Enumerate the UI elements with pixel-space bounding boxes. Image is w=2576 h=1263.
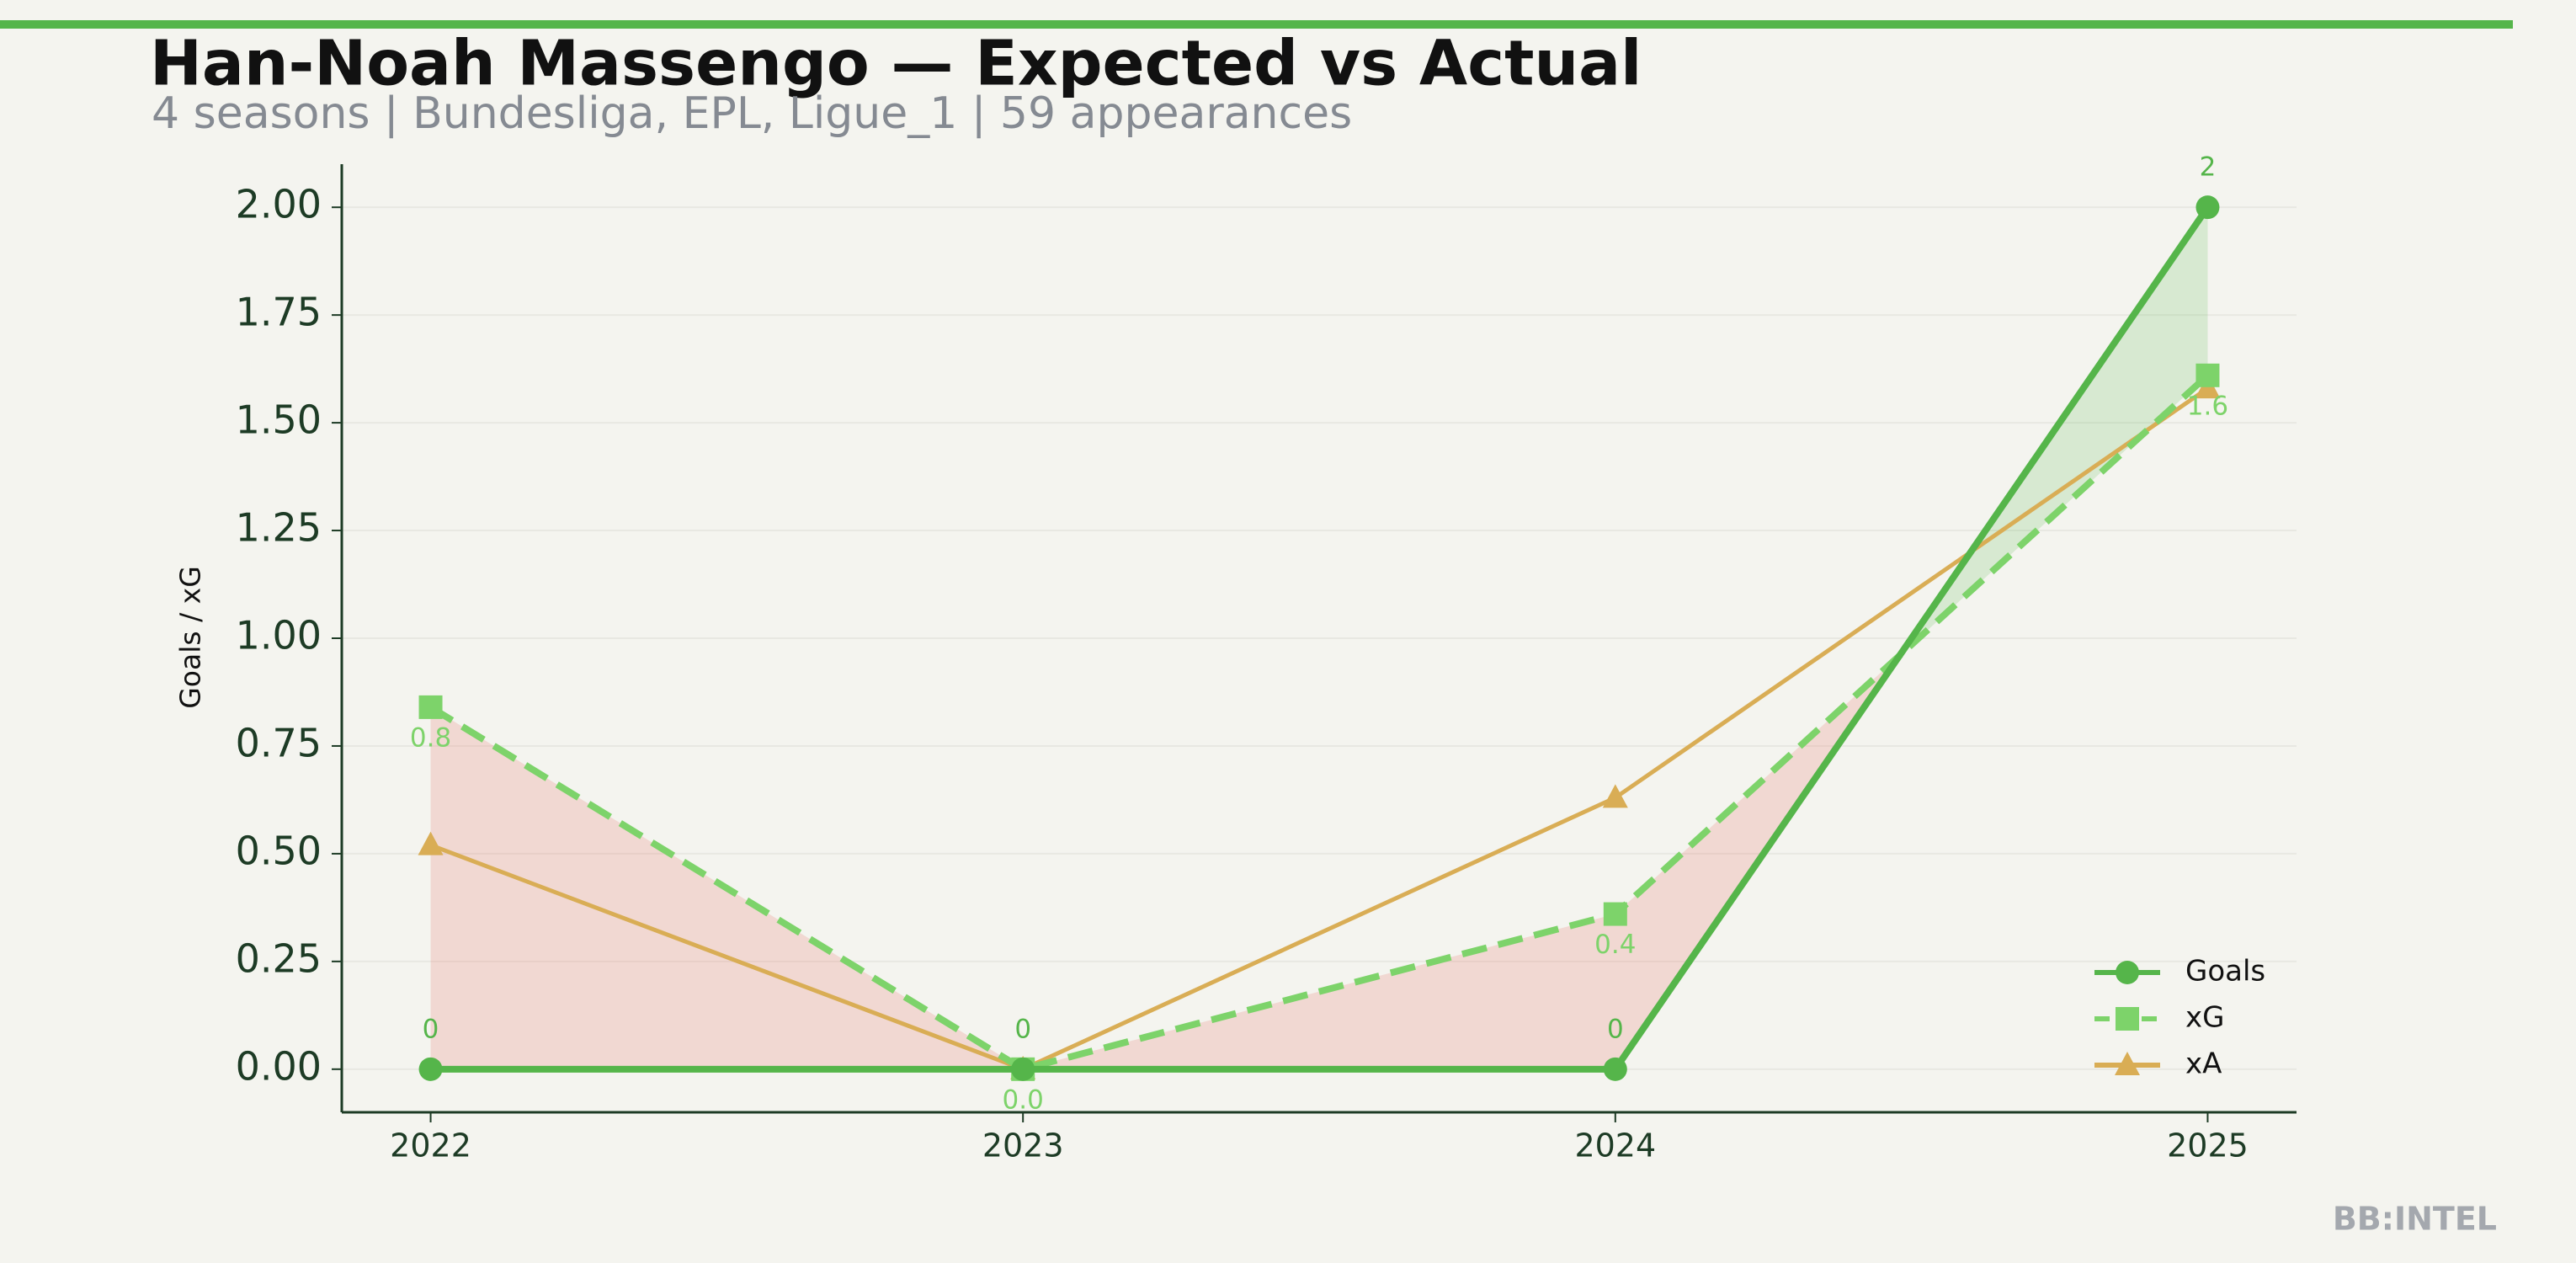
point: [2116, 1007, 2139, 1031]
point: [418, 695, 443, 719]
y-tick-label: 1.50: [236, 397, 322, 443]
point: [2195, 195, 2220, 220]
y-tick-label: 1.75: [236, 290, 322, 335]
value-label: 0: [1607, 1014, 1624, 1044]
point: [2195, 363, 2220, 387]
value-label: 2: [2200, 152, 2217, 183]
value-label: 1.6: [2187, 391, 2228, 421]
legend-label: Goals: [2185, 955, 2265, 989]
point: [2115, 1052, 2140, 1075]
point: [1603, 902, 1627, 926]
series-line: [430, 205, 2211, 1073]
x-tick-label: 2025: [2167, 1127, 2249, 1164]
x-tick-label: 2022: [390, 1127, 471, 1164]
value-label: 0: [423, 1014, 439, 1044]
point: [418, 1057, 443, 1081]
value-label: 0: [1014, 1014, 1031, 1044]
y-tick-label: 1.00: [236, 613, 322, 658]
value-label: 0.4: [1594, 930, 1636, 960]
watermark: BB:INTEL: [2333, 1201, 2497, 1238]
point: [418, 831, 444, 855]
value-label: 0.0: [1003, 1084, 1044, 1115]
y-tick-label: 0.75: [236, 720, 322, 765]
x-tick-label: 2023: [982, 1127, 1064, 1164]
y-tick-label: 2.00: [236, 182, 322, 227]
point: [1602, 784, 1628, 808]
x-tick-label: 2024: [1574, 1127, 1656, 1164]
legend-label: xA: [2185, 1047, 2222, 1081]
top-bar: [0, 20, 2513, 29]
chart-subtitle: 4 seasons | Bundesliga, EPL, Ligue_1 | 5…: [152, 88, 1352, 139]
y-axis-label: Goals / xG: [174, 566, 207, 709]
y-tick-label: 0.00: [236, 1043, 322, 1089]
y-tick-label: 0.50: [236, 828, 322, 873]
series-line: [429, 386, 2209, 1072]
chart-title: Han-Noah Massengo — Expected vs Actual: [150, 28, 1642, 100]
point: [1011, 1057, 1035, 1081]
y-tick-label: 1.25: [236, 505, 322, 551]
y-tick-label: 0.25: [236, 935, 322, 981]
series-line: [428, 372, 2211, 1074]
legend-label: xG: [2185, 1001, 2224, 1035]
point: [1603, 1057, 1627, 1081]
value-label: 0.8: [410, 722, 451, 753]
point: [2116, 961, 2139, 984]
